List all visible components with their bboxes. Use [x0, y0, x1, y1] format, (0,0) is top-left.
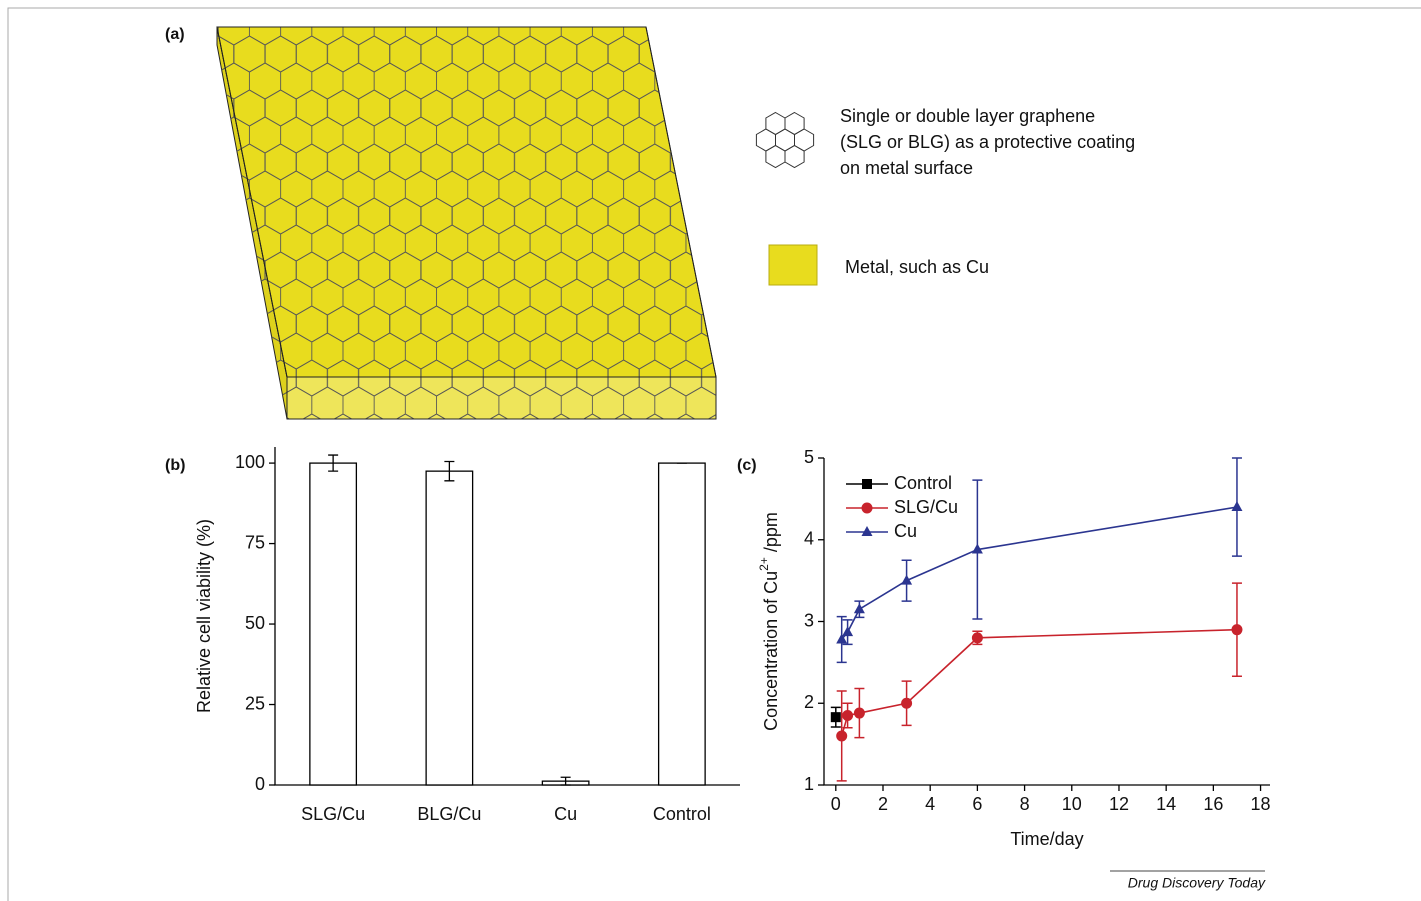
marker [842, 710, 853, 721]
icon-ring [785, 113, 804, 135]
frame [8, 8, 1421, 901]
panel-label: (a) [165, 26, 185, 43]
x-tick-label: 12 [1109, 794, 1129, 814]
y-tick-label: 0 [255, 774, 265, 794]
y-axis-label-part: 2+ [757, 557, 771, 571]
bar [659, 463, 706, 785]
marker [831, 712, 841, 722]
axes [824, 458, 1270, 785]
marker [1231, 624, 1242, 635]
marker [862, 526, 873, 536]
page: (a) (b) (c) Single or double layer graph… [0, 0, 1421, 901]
y-tick-label: 4 [804, 529, 814, 549]
x-tick-label: 2 [878, 794, 888, 814]
x-tick-label: 8 [1020, 794, 1030, 814]
icon-ring [785, 146, 804, 168]
y-tick-label: 75 [245, 532, 265, 552]
legend-label: Cu [894, 521, 917, 541]
marker [842, 626, 853, 636]
x-tick-label: 18 [1251, 794, 1271, 814]
graphene-icon [756, 113, 813, 168]
x-axis-label: Time/day [1010, 829, 1083, 849]
y-axis-label-part: /ppm [761, 512, 781, 557]
figure: (a) (b) (c) Single or double layer graph… [0, 0, 1421, 901]
y-tick-label: 50 [245, 613, 265, 633]
metal-swatch [769, 245, 817, 285]
x-tick-label: 0 [831, 794, 841, 814]
icon-ring [766, 113, 785, 135]
marker [854, 708, 865, 719]
x-tick-label: 6 [972, 794, 982, 814]
graphene-label: on metal surface [840, 158, 973, 178]
series-line [842, 630, 1237, 736]
y-tick-label: 1 [804, 774, 814, 794]
metal-slab [217, 27, 716, 419]
y-tick-label: 2 [804, 692, 814, 712]
graphene-label: (SLG or BLG) as a protective coating [840, 132, 1135, 152]
legend-label: SLG/Cu [894, 497, 958, 517]
y-tick-label: 3 [804, 610, 814, 630]
x-tick-label: 4 [925, 794, 935, 814]
y-axis-label: Relative cell viability (%) [194, 519, 214, 713]
legend-label: Control [894, 473, 952, 493]
graphene-label: Single or double layer graphene [840, 106, 1095, 126]
marker [862, 503, 873, 514]
panel-label: (c) [737, 457, 757, 474]
marker [836, 730, 847, 741]
metal-label: Metal, such as Cu [845, 257, 989, 277]
marker [901, 698, 912, 709]
x-tick-label: 10 [1062, 794, 1082, 814]
icon-ring [766, 146, 785, 168]
marker [862, 479, 872, 489]
x-tick-label: 16 [1203, 794, 1223, 814]
marker [1231, 501, 1242, 511]
y-tick-label: 5 [804, 447, 814, 467]
x-tick-label: 14 [1156, 794, 1176, 814]
footer: Drug Discovery Today [1128, 875, 1266, 891]
x-tick-label: BLG/Cu [417, 804, 481, 824]
bar [310, 463, 357, 785]
marker [854, 603, 865, 613]
panel-label: (b) [165, 457, 185, 474]
marker [972, 632, 983, 643]
y-tick-label: 100 [235, 452, 265, 472]
bar [426, 471, 473, 785]
y-axis-label: Concentration of Cu2+ /ppm [757, 512, 781, 731]
y-axis-label-part: Concentration of Cu [761, 571, 781, 731]
x-tick-label: Control [653, 804, 711, 824]
y-tick-label: 25 [245, 693, 265, 713]
x-tick-label: Cu [554, 804, 577, 824]
x-tick-label: SLG/Cu [301, 804, 365, 824]
